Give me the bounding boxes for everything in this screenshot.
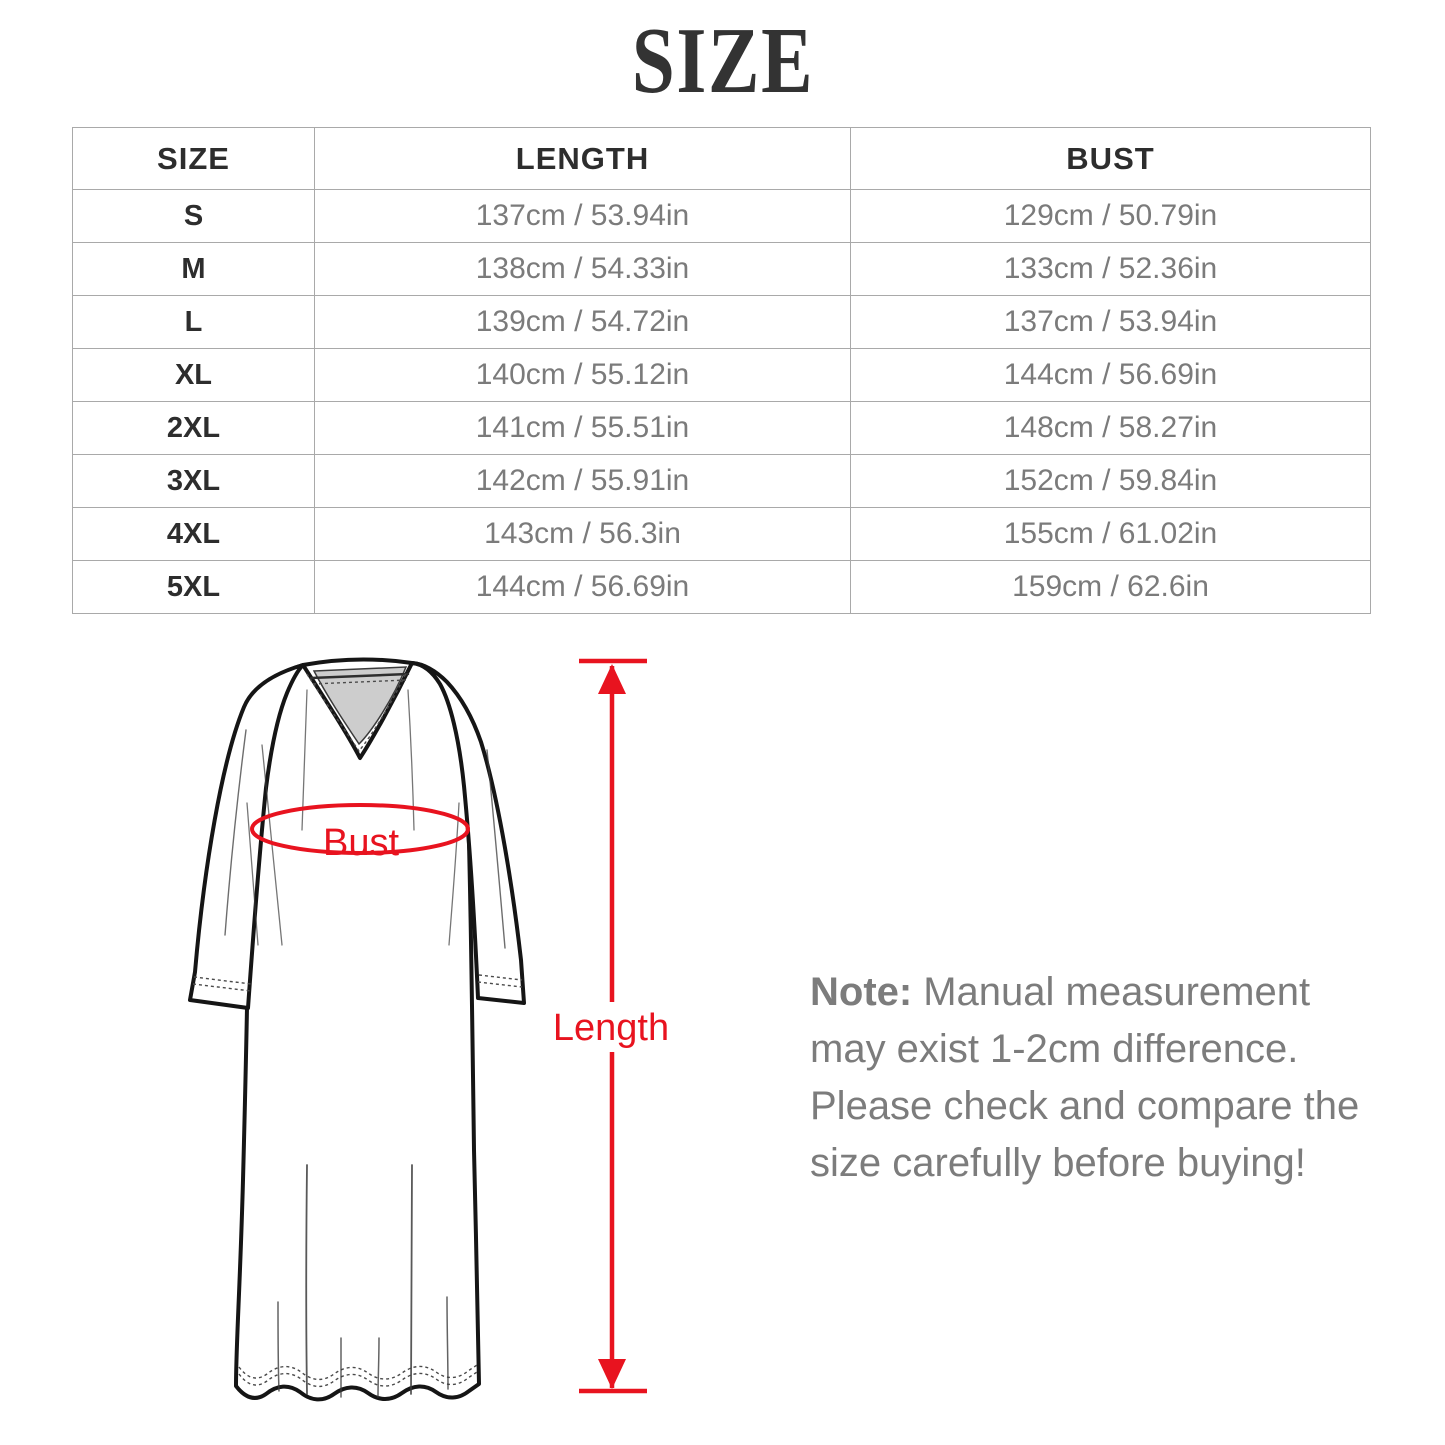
length-cell: 139cm / 54.72in: [314, 295, 851, 349]
right-sleeve: [410, 661, 526, 1005]
size-cell: L: [72, 295, 315, 349]
bust-cell: 155cm / 61.02in: [850, 507, 1371, 561]
column-header-size: SIZE: [72, 127, 315, 190]
bust-cell: 152cm / 59.84in: [850, 454, 1371, 508]
length-label: Length: [553, 1007, 669, 1049]
back-neckline: [301, 657, 414, 667]
skirt-folds: [305, 1164, 413, 1395]
page-title: SIZE: [631, 9, 814, 113]
table-header-row: SIZE LENGTH BUST: [72, 127, 1371, 190]
length-cell: 140cm / 55.12in: [314, 348, 851, 402]
table-row: 5XL 144cm / 56.69in 159cm / 62.6in: [72, 560, 1371, 614]
table-row: XL 140cm / 55.12in 144cm / 56.69in: [72, 348, 1371, 402]
table-row: 2XL 141cm / 55.51in 148cm / 58.27in: [72, 401, 1371, 455]
length-cell: 138cm / 54.33in: [314, 242, 851, 296]
neck-inset: [312, 666, 408, 746]
note-label: Note:: [810, 970, 913, 1014]
sleeve-creases: [224, 729, 506, 949]
bust-label: Bust: [323, 822, 399, 864]
right-cuff-stitch: [477, 974, 523, 988]
collar-seam: [309, 672, 410, 680]
table-row: M 138cm / 54.33in 133cm / 52.36in: [72, 242, 1371, 296]
size-cell: 4XL: [72, 507, 315, 561]
left-cuff-stitch: [192, 976, 252, 992]
measurement-annotations: Bust Length: [250, 658, 669, 1394]
size-cell: 2XL: [72, 401, 315, 455]
length-cell: 141cm / 55.51in: [314, 401, 851, 455]
dress-drawing: [188, 657, 526, 1402]
table-row: 4XL 143cm / 56.3in 155cm / 61.02in: [72, 507, 1371, 561]
size-cell: 5XL: [72, 560, 315, 614]
table-row: S 137cm / 53.94in 129cm / 50.79in: [72, 189, 1371, 243]
length-measure-line: [579, 658, 647, 1394]
chest-creases: [246, 689, 460, 946]
length-cell: 137cm / 53.94in: [314, 189, 851, 243]
bust-cell: 159cm / 62.6in: [850, 560, 1371, 614]
bust-label-mask: [318, 809, 404, 849]
note-text: Manual measurement may exist 1-2cm diffe…: [810, 970, 1360, 1185]
size-cell: 3XL: [72, 454, 315, 508]
bust-cell: 144cm / 56.69in: [850, 348, 1371, 402]
length-cell: 143cm / 56.3in: [314, 507, 851, 561]
hem-stitch: [238, 1364, 478, 1388]
dress-body: [234, 661, 481, 1402]
bust-cell: 148cm / 58.27in: [850, 401, 1371, 455]
bust-measure-ellipse: [250, 803, 470, 855]
bust-cell: 137cm / 53.94in: [850, 295, 1371, 349]
size-table: SIZE LENGTH BUST S 137cm / 53.94in 129cm…: [72, 127, 1371, 614]
left-sleeve: [188, 663, 305, 1010]
length-cell: 144cm / 56.69in: [314, 560, 851, 614]
table-row: L 139cm / 54.72in 137cm / 53.94in: [72, 295, 1371, 349]
bust-cell: 129cm / 50.79in: [850, 189, 1371, 243]
v-neck-stitch: [306, 670, 408, 753]
skirt-folds-short: [277, 1296, 449, 1398]
length-arrowhead-bottom: [598, 1359, 626, 1389]
length-arrowhead-top: [598, 664, 626, 694]
measurement-note: Note: Manual measurement may exist 1-2cm …: [810, 964, 1378, 1192]
